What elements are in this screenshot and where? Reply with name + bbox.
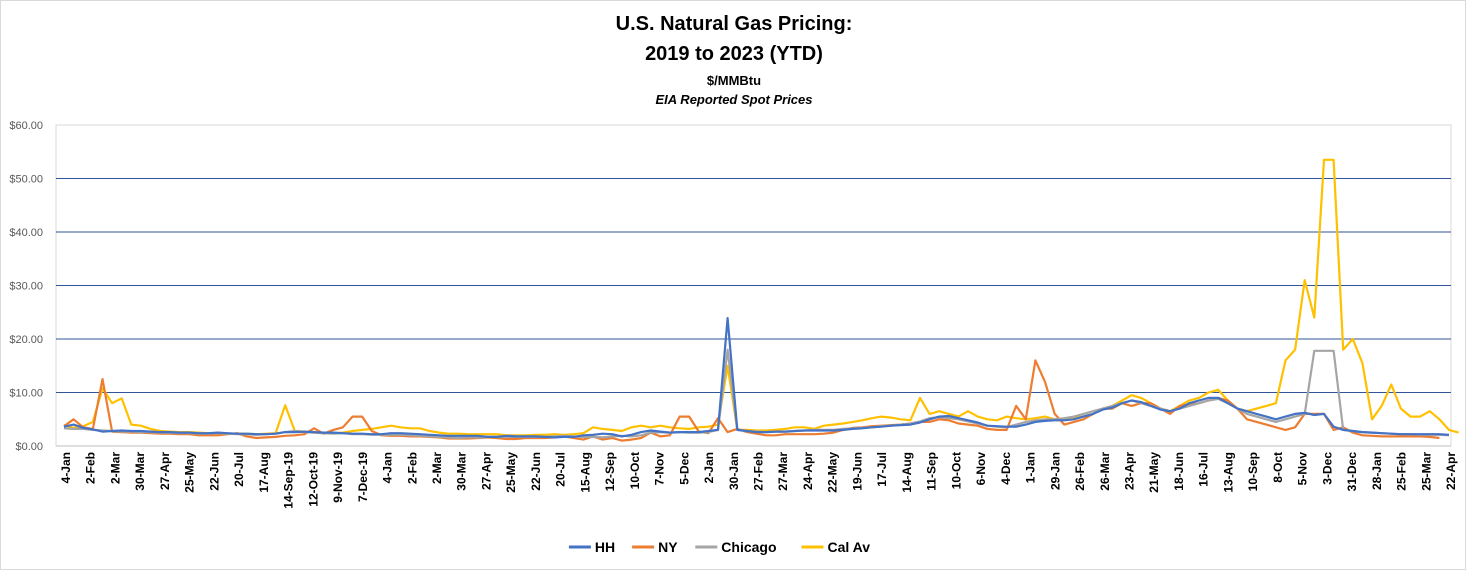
y-tick-label: $30.00: [9, 281, 43, 293]
legend-item-chicago: Chicago: [695, 539, 777, 555]
x-tick-label: 2-Jan: [702, 452, 716, 483]
series-line-ny: [63, 359, 1440, 442]
y-tick-label: $50.00: [9, 174, 43, 186]
legend-item-cal-av: Cal Av: [801, 539, 871, 555]
x-tick-label: 10-Oct: [628, 452, 642, 489]
chart-subtitle-units: $/MMBtu: [706, 73, 762, 88]
y-tick-label: $0.00: [15, 441, 43, 453]
x-tick-label: 26-Mar: [1098, 452, 1112, 491]
x-tick-label: 15-Aug: [578, 452, 592, 493]
x-tick-label: 21-May: [1147, 452, 1161, 493]
x-tick-label: 10-Sep: [1246, 452, 1260, 491]
x-tick-label: 4-Jan: [381, 452, 395, 483]
x-tick-label: 19-Jun: [850, 452, 864, 491]
x-tick-label: 30-Jan: [727, 452, 741, 490]
x-tick-label: 13-Aug: [1221, 452, 1235, 493]
legend-item-ny: NY: [632, 539, 678, 555]
series-line-chicago: [63, 348, 1450, 440]
legend-label: NY: [658, 539, 678, 555]
x-tick-label: 25-May: [183, 452, 197, 493]
chart-title-line-2: 2019 to 2023 (YTD): [645, 43, 823, 65]
x-tick-label: 12-Sep: [603, 452, 617, 491]
x-tick-label: 2-Feb: [84, 452, 98, 484]
x-tick-label: 10-Oct: [949, 452, 963, 489]
x-tick-label: 6-Nov: [974, 452, 988, 486]
x-tick-label: 14-Sep-19: [282, 452, 296, 509]
y-tick-label: $10.00: [9, 388, 43, 400]
x-tick-label: 28-Jan: [1370, 452, 1384, 490]
legend-label: Chicago: [721, 539, 776, 555]
legend-item-hh: HH: [568, 539, 615, 555]
legend-label: Cal Av: [828, 539, 871, 555]
x-tick-label: 12-Oct-19: [306, 452, 320, 507]
x-tick-label: 11-Sep: [925, 452, 939, 491]
x-tick-label: 25-Mar: [1419, 452, 1433, 491]
x-tick-label: 26-Feb: [1073, 452, 1087, 491]
series-line-hh: [63, 317, 1450, 439]
x-tick-label: 22-May: [826, 452, 840, 493]
x-tick-label: 17-Aug: [257, 452, 271, 493]
x-tick-label: 31-Dec: [1345, 452, 1359, 492]
chart-title: U.S. Natural Gas Pricing:: [615, 13, 853, 35]
y-tick-label: $60.00: [9, 120, 43, 132]
x-tick-label: 30-Mar: [455, 452, 469, 491]
x-tick-label: 27-Feb: [752, 452, 766, 491]
x-tick-label: 3-Dec: [1320, 452, 1334, 485]
x-tick-label: 1-Jan: [1024, 452, 1038, 483]
x-tick-label: 20-Jul: [232, 452, 246, 487]
x-tick-label: 16-Jul: [1197, 452, 1211, 487]
x-tick-label: 7-Dec-19: [356, 452, 370, 502]
x-tick-label: 24-Apr: [801, 452, 815, 490]
legend-label: HH: [595, 539, 615, 555]
series-line-cal-av: [63, 158, 1459, 437]
x-tick-label: 20-Jul: [554, 452, 568, 487]
x-tick-label: 4-Dec: [999, 452, 1013, 485]
x-tick-label: 2-Mar: [430, 452, 444, 484]
x-tick-label: 22-Apr: [1444, 452, 1458, 490]
x-tick-label: 23-Apr: [1123, 452, 1137, 490]
chart-subtitle-source: EIA Reported Spot Prices: [655, 92, 813, 107]
y-tick-label: $20.00: [9, 334, 43, 346]
x-tick-label: 29-Jan: [1048, 452, 1062, 490]
x-tick-label: 8-Oct: [1271, 452, 1285, 483]
x-tick-label: 25-Feb: [1395, 452, 1409, 491]
x-tick-label: 30-Mar: [133, 452, 147, 491]
x-tick-label: 2-Mar: [109, 452, 123, 484]
x-tick-label: 25-May: [504, 452, 518, 493]
x-tick-label: 17-Jul: [875, 452, 889, 487]
x-tick-label: 27-Apr: [158, 452, 172, 490]
x-tick-label: 27-Apr: [479, 452, 493, 490]
x-tick-label: 7-Nov: [653, 452, 667, 486]
x-tick-label: 5-Nov: [1296, 452, 1310, 486]
x-tick-label: 5-Dec: [677, 452, 691, 485]
x-tick-label: 22-Jun: [207, 452, 221, 491]
x-tick-label: 14-Aug: [900, 452, 914, 493]
x-tick-label: 4-Jan: [59, 452, 73, 483]
x-tick-label: 2-Feb: [405, 452, 419, 484]
y-tick-label: $40.00: [9, 227, 43, 239]
x-tick-label: 22-Jun: [529, 452, 543, 491]
x-tick-label: 27-Mar: [776, 452, 790, 491]
x-tick-label: 9-Nov-19: [331, 452, 345, 503]
x-tick-label: 18-Jun: [1172, 452, 1186, 491]
